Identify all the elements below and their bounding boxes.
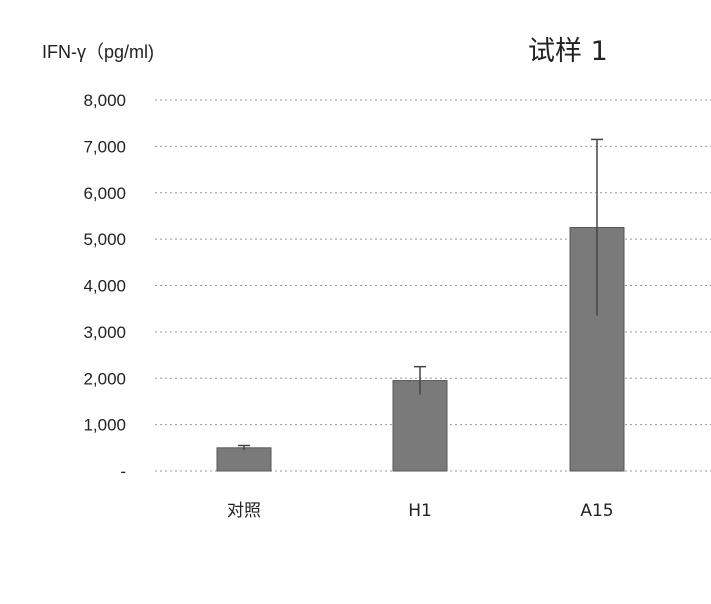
bars	[217, 228, 624, 471]
category-label: 对照	[227, 501, 261, 521]
category-label: A15	[580, 501, 613, 521]
y-tick-label: 3,000	[83, 323, 126, 342]
y-tick-label: 6,000	[83, 184, 126, 203]
y-tick-label: 8,000	[83, 91, 126, 110]
y-tick-label: 2,000	[83, 369, 126, 388]
bar	[217, 448, 271, 471]
y-tick-labels: - 1,000 2,000 3,000 4,000 5,000 6,000 7,000 8,00…	[83, 91, 126, 481]
chart-title: 试样 1	[528, 36, 608, 67]
y-tick-label: 1,000	[83, 416, 126, 435]
y-tick-label: 5,000	[83, 230, 126, 249]
y-tick-label: 4,000	[83, 277, 126, 296]
y-axis-label: IFN-γ（pg/ml)	[42, 42, 154, 62]
y-tick-label: 7,000	[83, 137, 126, 156]
y-tick-label: -	[120, 462, 126, 481]
category-label: H1	[408, 501, 432, 521]
category-labels: 对照 H1 A15	[227, 501, 614, 521]
